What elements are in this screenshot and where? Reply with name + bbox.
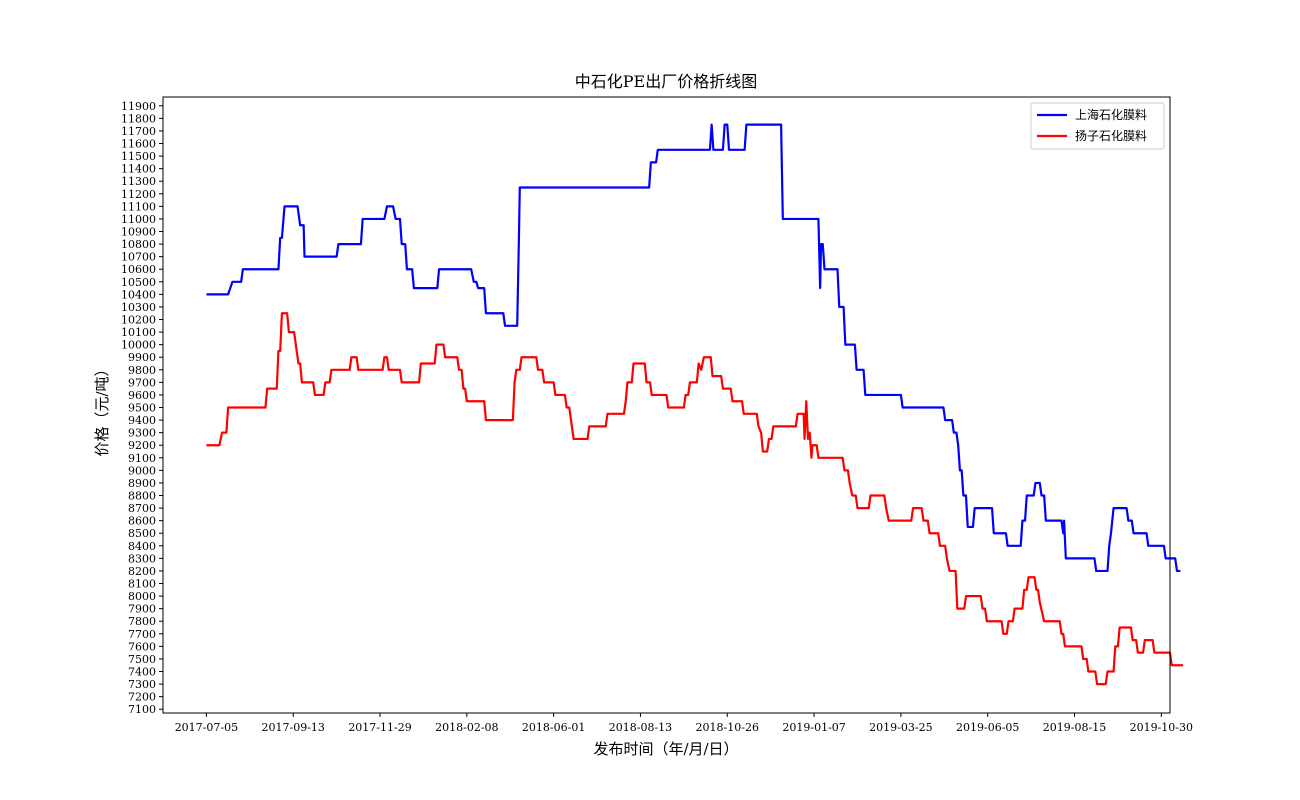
y-tick-label: 9900	[128, 351, 156, 364]
y-tick-label: 7400	[128, 666, 156, 679]
x-tick-label: 2019-10-30	[1130, 721, 1193, 734]
y-tick-label: 7200	[128, 691, 156, 704]
y-tick-label: 11400	[121, 163, 156, 176]
y-tick-label: 10600	[121, 263, 156, 276]
x-axis: 2017-07-05 2017-09-13 2017-11-29 2018-02-08…	[175, 713, 1193, 734]
x-tick-label: 2019-06-05	[956, 721, 1019, 734]
x-tick-label: 2018-08-13	[609, 721, 672, 734]
y-tick-label: 10700	[121, 251, 156, 264]
x-tick-label: 2018-10-26	[696, 721, 759, 734]
x-tick-label: 2018-06-01	[522, 721, 585, 734]
y-tick-label: 11800	[121, 112, 156, 125]
y-tick-label: 11600	[121, 138, 156, 151]
series-line-1	[206, 123, 1181, 573]
y-tick-label: 9700	[128, 376, 156, 389]
y-tick-label: 9100	[128, 452, 156, 465]
y-tick-label: 7600	[128, 640, 156, 653]
series-line-2	[206, 312, 1184, 686]
y-tick-label: 7800	[128, 615, 156, 628]
y-tick-label: 10400	[121, 288, 156, 301]
y-tick-label: 7100	[128, 703, 156, 716]
y-tick-label: 8500	[128, 527, 156, 540]
y-tick-label: 7700	[128, 628, 156, 641]
y-tick-label: 11300	[121, 175, 156, 188]
y-tick-label: 9600	[128, 389, 156, 402]
chart-title: 中石化PE出厂价格折线图	[575, 72, 757, 91]
y-tick-label: 9500	[128, 402, 156, 415]
y-tick-label: 8600	[128, 515, 156, 528]
y-tick-label: 11700	[121, 125, 156, 138]
y-tick-label: 7900	[128, 603, 156, 616]
y-axis: 7100720073007400750076007700780079008000…	[121, 100, 163, 716]
x-tick-label: 2019-03-25	[869, 721, 932, 734]
legend: 上海石化膜料 扬子石化膜料	[1030, 102, 1165, 150]
y-tick-label: 9000	[128, 464, 156, 477]
y-tick-label: 10500	[121, 276, 156, 289]
y-tick-label: 11200	[121, 188, 156, 201]
y-tick-label: 8200	[128, 565, 156, 578]
y-tick-label: 11000	[121, 213, 156, 226]
y-tick-label: 8700	[128, 502, 156, 515]
x-tick-label: 2018-02-08	[435, 721, 498, 734]
y-tick-label: 11900	[121, 100, 156, 113]
y-tick-label: 7300	[128, 678, 156, 691]
legend-label-series-2: 扬子石化膜料	[1075, 128, 1147, 143]
y-tick-label: 8800	[128, 490, 156, 503]
x-tick-label: 2017-07-05	[175, 721, 238, 734]
y-tick-label: 10800	[121, 238, 156, 251]
y-tick-label: 9400	[128, 414, 156, 427]
x-axis-label: 发布时间（年/月/日）	[593, 740, 738, 758]
y-tick-label: 8000	[128, 590, 156, 603]
plot-frame	[162, 96, 1171, 714]
y-tick-label: 10300	[121, 301, 156, 314]
plot-lines	[206, 123, 1184, 686]
y-tick-label: 8300	[128, 552, 156, 565]
y-tick-label: 9800	[128, 364, 156, 377]
y-tick-label: 10100	[121, 326, 156, 339]
x-tick-label: 2019-08-15	[1043, 721, 1106, 734]
y-axis-label: 价格（元/吨）	[93, 361, 111, 456]
y-tick-label: 8100	[128, 578, 156, 591]
y-tick-label: 9200	[128, 439, 156, 452]
x-tick-label: 2017-11-29	[348, 721, 411, 734]
x-tick-label: 2017-09-13	[262, 721, 325, 734]
y-tick-label: 11100	[121, 200, 156, 213]
y-tick-label: 9300	[128, 427, 156, 440]
y-tick-label: 10000	[121, 339, 156, 352]
y-tick-label: 8900	[128, 477, 156, 490]
x-tick-label: 2019-01-07	[782, 721, 845, 734]
y-tick-label: 10900	[121, 226, 156, 239]
y-tick-label: 7500	[128, 653, 156, 666]
y-tick-label: 10200	[121, 314, 156, 327]
legend-label-series-1: 上海石化膜料	[1075, 107, 1147, 122]
y-tick-label: 11500	[121, 150, 156, 163]
y-tick-label: 8400	[128, 540, 156, 553]
